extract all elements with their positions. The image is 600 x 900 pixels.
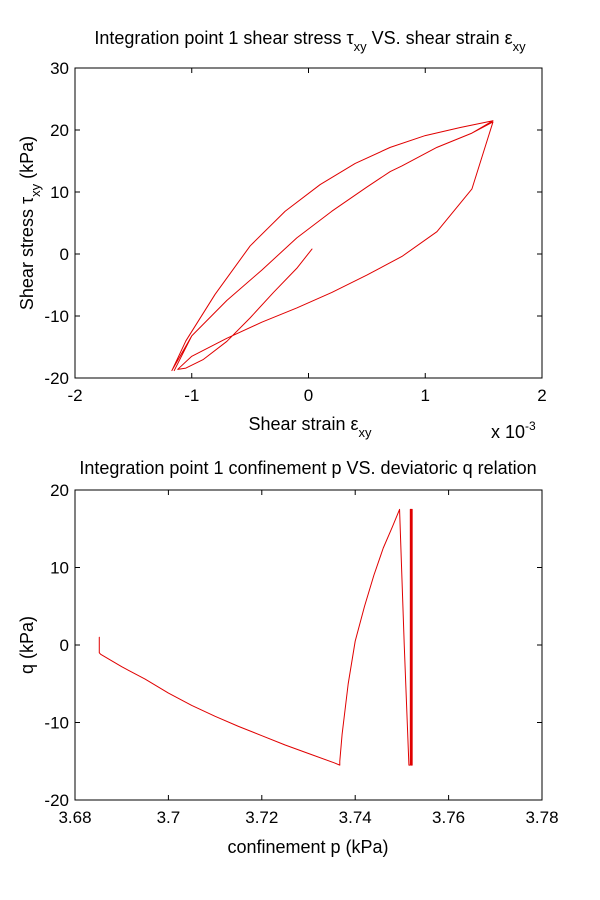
- chart-1-x-axis-label: Shear strain εxy: [248, 414, 372, 440]
- chart-1-x-tick-label: -2: [67, 386, 82, 405]
- chart-1-y-tick-label: 10: [50, 183, 69, 202]
- chart-2-x-axis-label: confinement p (kPa): [227, 837, 388, 857]
- chart-2-x-tick-label: 3.7: [157, 808, 181, 827]
- chart-2-x-tick-label: 3.72: [245, 808, 278, 827]
- chart-1-y-tick-label: 0: [60, 245, 69, 264]
- chart-1-y-tick-label: -20: [44, 369, 69, 388]
- chart-1-y-tick-label: 30: [50, 59, 69, 78]
- chart-1-x-tick-label: 0: [304, 386, 313, 405]
- chart-2-x-tick-label: 3.74: [339, 808, 372, 827]
- chart-2-plot-area: [74, 489, 543, 801]
- chart-2-y-tick-label: 10: [50, 559, 69, 578]
- chart-1-x-tick-label: -1: [184, 386, 199, 405]
- chart-1-x-tick-label: 1: [421, 386, 430, 405]
- chart-2-axes: 3.68 3.7 3.72 3.74 3.76 3.78 -20 -10 0 10 20: [44, 481, 558, 827]
- chart-1-x-tick-label: 2: [537, 386, 546, 405]
- chart-2-y-tick-label: 0: [60, 636, 69, 655]
- chart-1-y-tick-label: 20: [50, 121, 69, 140]
- chart-2-confinement-deviatoric: Integration point 1 confinement p VS. de…: [17, 458, 559, 857]
- chart-1-y-tick-label: -10: [44, 307, 69, 326]
- chart-2-series: [98, 508, 413, 766]
- chart-2-y-tick-label: -10: [44, 714, 69, 733]
- chart-1-plot-area: [74, 67, 543, 379]
- chart-2-x-tick-label: 3.76: [432, 808, 465, 827]
- chart-1-series-line: [171, 120, 494, 372]
- chart-2-series-line: [98, 508, 413, 766]
- chart-1-shear-stress-strain: Integration point 1 shear stress τxy VS.…: [17, 28, 547, 442]
- chart-2-title: Integration point 1 confinement p VS. de…: [79, 458, 536, 478]
- chart-2-x-tick-label: 3.68: [58, 808, 91, 827]
- chart-1-x-multiplier: x 10-3: [491, 419, 536, 442]
- chart-2-x-tick-label: 3.78: [525, 808, 558, 827]
- chart-2-y-tick-label: 20: [50, 481, 69, 500]
- chart-1-title: Integration point 1 shear stress τxy VS.…: [94, 28, 526, 54]
- chart-2-y-axis-label: q (kPa): [17, 616, 37, 674]
- chart-1-series: [171, 120, 494, 372]
- chart-2-y-tick-label: -20: [44, 791, 69, 810]
- chart-1-y-axis-label: Shear stress τxy (kPa): [17, 136, 43, 310]
